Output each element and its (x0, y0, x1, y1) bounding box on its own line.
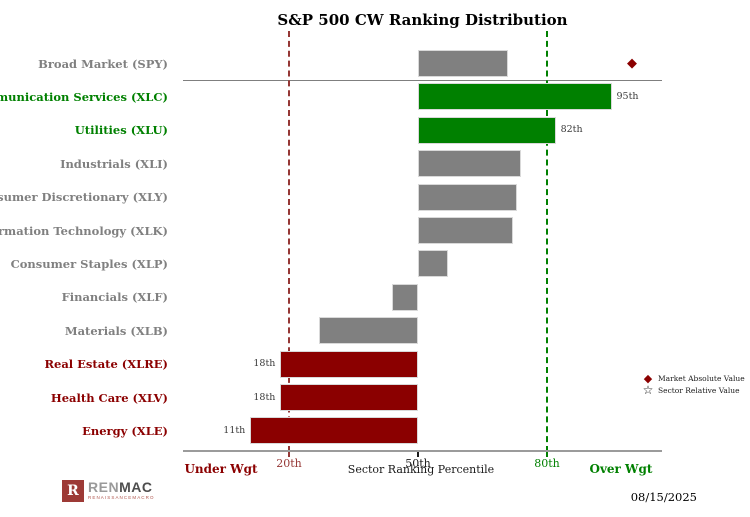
row-label: Materials (XLB) (64, 323, 168, 338)
renmac-logo-text: RENMAC RENAISSANCEMACRO (88, 480, 155, 500)
value-label: 18th (253, 358, 276, 370)
bar (418, 50, 509, 77)
row-label: Industrials (XLI) (60, 156, 168, 171)
bar (418, 116, 556, 144)
axis-tick (546, 452, 548, 457)
bar (280, 350, 418, 378)
tick-label: 50th (405, 457, 431, 470)
diamond-icon: ◆ (643, 371, 653, 385)
over-weight-label: Over Wgt (589, 462, 653, 476)
renmac-logo: R RENMAC RENAISSANCEMACRO (62, 480, 155, 502)
reference-line-20th (288, 31, 290, 452)
row-label: Utilities (XLU) (74, 123, 168, 138)
logo-name-ren: REN (88, 479, 120, 495)
bar (392, 283, 418, 311)
reference-line-80th (546, 31, 548, 452)
row-label: Broad Market (SPY) (38, 56, 168, 71)
broad-market-separator-line (183, 80, 662, 81)
bar (319, 317, 418, 345)
tick-label: 80th (534, 457, 560, 470)
row-label: Consumer Discretionary (XLY) (0, 190, 168, 205)
bar (280, 384, 418, 411)
x-axis-line (183, 450, 662, 452)
bar (418, 217, 513, 244)
bar (418, 150, 522, 178)
row-label: Information Technology (XLK) (0, 223, 168, 238)
bar (418, 183, 517, 211)
star-icon: ☆ (642, 382, 654, 397)
axis-tick (288, 452, 290, 457)
bar (418, 250, 449, 278)
value-label: 95th (616, 90, 639, 102)
diamond-marker: ◆ (627, 55, 637, 71)
chart-title: S&P 500 CW Ranking Distribution (277, 11, 568, 29)
logo-name-mac: MAC (119, 479, 153, 495)
value-label: 82th (560, 124, 583, 136)
legend: ◆ Market Absolute Value ☆ Sector Relativ… (640, 372, 745, 396)
value-label: 11th (223, 424, 246, 436)
x-axis-title: Sector Ranking Percentile (347, 463, 495, 476)
axis-tick (417, 452, 419, 457)
renmac-logo-subtitle: RENAISSANCEMACRO (88, 495, 155, 500)
bar (418, 83, 612, 111)
tick-label: 20th (276, 457, 302, 470)
bar (250, 417, 418, 445)
legend-item-sector-relative: ☆ Sector Relative Value (640, 384, 745, 396)
row-label: Health Care (XLV) (50, 390, 168, 405)
under-weight-label: Under Wgt (184, 462, 258, 476)
legend-item-market-absolute: ◆ Market Absolute Value (640, 372, 745, 384)
value-label: 18th (253, 391, 276, 403)
renmac-logo-name: RENMAC (88, 480, 155, 494)
row-label: Financials (XLF) (61, 290, 168, 305)
date-label: 08/15/2025 (630, 490, 697, 504)
legend-label: Market Absolute Value (658, 373, 745, 383)
row-label: Communication Services (XLC) (0, 89, 168, 104)
row-label: Consumer Staples (XLP) (10, 256, 168, 271)
legend-label: Sector Relative Value (658, 385, 740, 395)
row-label: Energy (XLE) (82, 423, 168, 438)
renmac-logo-mark: R (62, 480, 84, 502)
row-label: Real Estate (XLRE) (44, 357, 168, 372)
